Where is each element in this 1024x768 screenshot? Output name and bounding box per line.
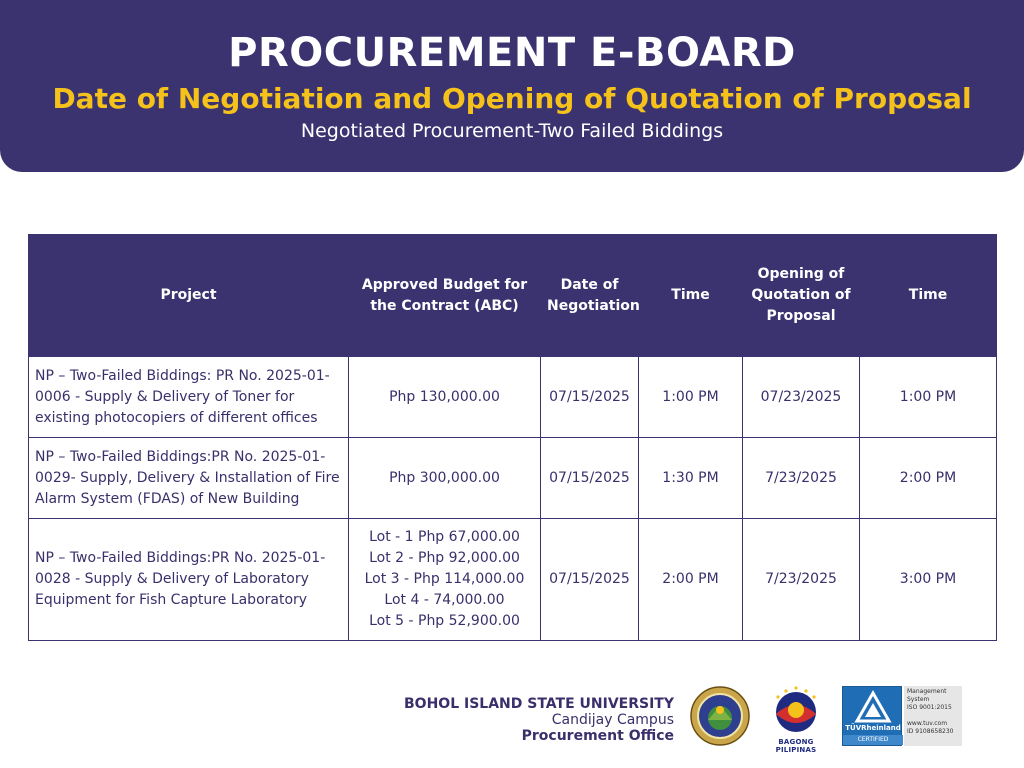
abc-lot-value: Lot 2 - Php 92,000.00: [369, 550, 520, 566]
opening-date-cell: 7/23/2025: [742, 518, 860, 641]
table-row: NP – Two-Failed Biddings:PR No. 2025-01-…: [28, 437, 997, 519]
abc-lot-value: Lot 4 - 74,000.00: [384, 592, 505, 608]
page-subtitle: Date of Negotiation and Opening of Quota…: [52, 82, 972, 115]
campus-name: Candijay Campus: [551, 712, 674, 728]
tuv-info-line: System: [907, 696, 930, 703]
negotiation-time-cell: 1:30 PM: [638, 437, 743, 519]
negotiation-date-cell: 07/15/2025: [540, 437, 639, 519]
negotiation-time-cell: 2:00 PM: [638, 518, 743, 641]
abc-value: Php 130,000.00: [389, 388, 500, 405]
opening-time-cell: 2:00 PM: [859, 437, 997, 519]
column-header-negotiation-time: Time: [638, 234, 743, 357]
column-header-opening-date: Opening of Quotation of Proposal: [742, 234, 860, 357]
university-seal-icon: [690, 686, 750, 746]
project-cell: NP – Two-Failed Biddings:PR No. 2025-01-…: [28, 437, 349, 519]
office-name: Procurement Office: [521, 728, 674, 744]
project-cell: NP – Two-Failed Biddings: PR No. 2025-01…: [28, 356, 349, 438]
tuv-info-line: ISO 9001:2015: [907, 704, 952, 711]
tuv-brand: TÜVRheinland: [845, 724, 901, 732]
tuv-certified: CERTIFIED: [843, 735, 903, 745]
abc-cell: Php 300,000.00: [348, 437, 541, 519]
column-header-abc: Approved Budget for the Contract (ABC): [348, 234, 541, 357]
column-header-opening-time: Time: [859, 234, 997, 357]
column-header-negotiation-date: Date of Negotiation: [540, 234, 640, 357]
abc-lot-value: Lot - 1 Php 67,000.00: [369, 529, 520, 545]
abc-cell: Lot - 1 Php 67,000.00 Lot 2 - Php 92,000…: [348, 518, 541, 641]
opening-date-cell: 7/23/2025: [742, 437, 860, 519]
procurement-table: Project Approved Budget for the Contract…: [28, 234, 997, 641]
bagong-pilipinas-label: BAGONG PILIPINAS: [775, 738, 817, 754]
footer-institution: BOHOL ISLAND STATE UNIVERSITY Candijay C…: [404, 696, 674, 744]
tuv-logo: TÜVRheinland CERTIFIED: [842, 686, 903, 746]
abc-cell: Php 130,000.00: [348, 356, 541, 438]
university-name: BOHOL ISLAND STATE UNIVERSITY: [404, 696, 674, 712]
tuv-info-line: ID 9108658230: [907, 728, 954, 735]
project-cell: NP – Two-Failed Biddings:PR No. 2025-01-…: [28, 518, 349, 641]
negotiation-date-cell: 07/15/2025: [540, 356, 639, 438]
bagong-pilipinas-logo: BAGONG PILIPINAS: [764, 684, 828, 754]
negotiation-date-cell: 07/15/2025: [540, 518, 639, 641]
table-header-row: Project Approved Budget for the Contract…: [28, 234, 997, 357]
abc-lot-value: Lot 5 - Php 52,900.00: [369, 613, 520, 629]
opening-time-cell: 3:00 PM: [859, 518, 997, 641]
opening-date-cell: 07/23/2025: [742, 356, 860, 438]
tuv-triangle-icon: [854, 689, 892, 723]
column-header-project: Project: [28, 234, 349, 357]
page-title: PROCUREMENT E-BOARD: [228, 30, 796, 76]
header-banner: PROCUREMENT E-BOARD Date of Negotiation …: [0, 0, 1024, 172]
bagong-pilipinas-icon: [776, 686, 816, 732]
tuv-info-line: www.tuv.com: [907, 720, 948, 727]
abc-lot-value: Lot 3 - Php 114,000.00: [364, 571, 525, 587]
tuv-info-line: Management: [907, 688, 947, 695]
table-row: NP – Two-Failed Biddings:PR No. 2025-01-…: [28, 518, 997, 641]
negotiation-time-cell: 1:00 PM: [638, 356, 743, 438]
page-caption: Negotiated Procurement-Two Failed Biddin…: [300, 120, 724, 142]
tuv-info: Management System ISO 9001:2015 www.tuv.…: [904, 686, 962, 746]
abc-value: Php 300,000.00: [389, 469, 500, 486]
tuv-certification-badge: TÜVRheinland CERTIFIED Management System…: [842, 686, 962, 746]
table-row: NP – Two-Failed Biddings: PR No. 2025-01…: [28, 356, 997, 438]
opening-time-cell: 1:00 PM: [859, 356, 997, 438]
